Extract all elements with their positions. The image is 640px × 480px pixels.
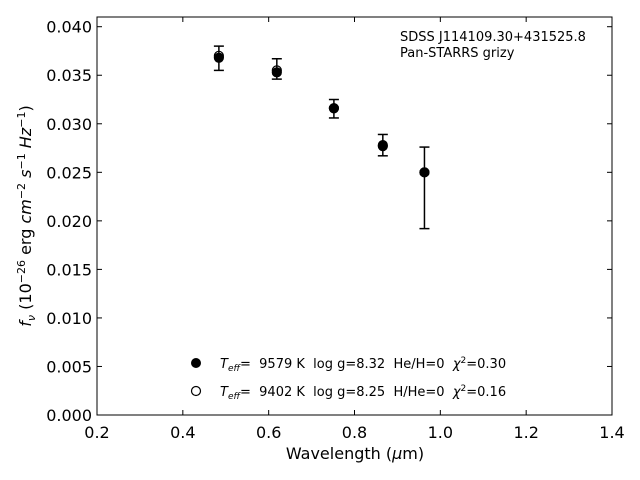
- x-tick-label: 0.2: [84, 423, 109, 442]
- model-point-filled: [328, 103, 339, 114]
- y-axis-label: fν (10−26 erg cm−2 s−1 Hz−1): [15, 105, 38, 326]
- y-tick-label: 0.030: [46, 115, 92, 134]
- model-point-filled: [213, 52, 224, 63]
- model-point-filled: [377, 141, 388, 152]
- y-tick-label: 0.010: [46, 309, 92, 328]
- model-point-filled: [271, 67, 282, 78]
- legend-label-filled: Teff= 9579 K log g=8.32 He/H=0 χ2=0.30: [220, 356, 506, 374]
- x-tick-label: 1.4: [599, 423, 624, 442]
- x-tick-label: 0.8: [342, 423, 367, 442]
- x-tick-label: 1.0: [428, 423, 453, 442]
- y-tick-label: 0.025: [46, 163, 92, 182]
- axis-ticks: 0.2 0.4 0.6 0.8 1.0 1.2 1.4 0.000 0.005 0.010 0.01…: [46, 17, 625, 442]
- annotation-object-name: SDSS J114109.30+431525.8: [400, 30, 586, 45]
- y-tick-label: 0.040: [46, 18, 92, 37]
- y-tick-label: 0.005: [46, 357, 92, 376]
- model-point-filled: [419, 167, 430, 178]
- x-axis-label: Wavelength (μm): [286, 444, 424, 463]
- y-tick-label: 0.035: [46, 66, 92, 85]
- x-tick-label: 0.4: [170, 423, 195, 442]
- y-tick-label: 0.000: [46, 406, 92, 425]
- error-bars: [213, 45, 430, 230]
- legend: Teff= 9579 K log g=8.32 He/H=0 χ2=0.30 T…: [190, 356, 506, 402]
- x-tick-label: 1.2: [513, 423, 538, 442]
- legend-marker-open: [190, 385, 202, 397]
- x-tick-label: 0.6: [256, 423, 281, 442]
- model-open-points: [213, 50, 430, 178]
- legend-label-open: Teff= 9402 K log g=8.25 H/He=0 χ2=0.16: [220, 384, 506, 402]
- y-tick-label: 0.020: [46, 212, 92, 231]
- annotation-survey: Pan-STARRS grizy: [400, 46, 515, 61]
- y-tick-label: 0.015: [46, 260, 92, 279]
- model-filled-points: [213, 52, 430, 178]
- plot-frame: [96, 16, 613, 416]
- legend-marker-filled: [191, 358, 201, 368]
